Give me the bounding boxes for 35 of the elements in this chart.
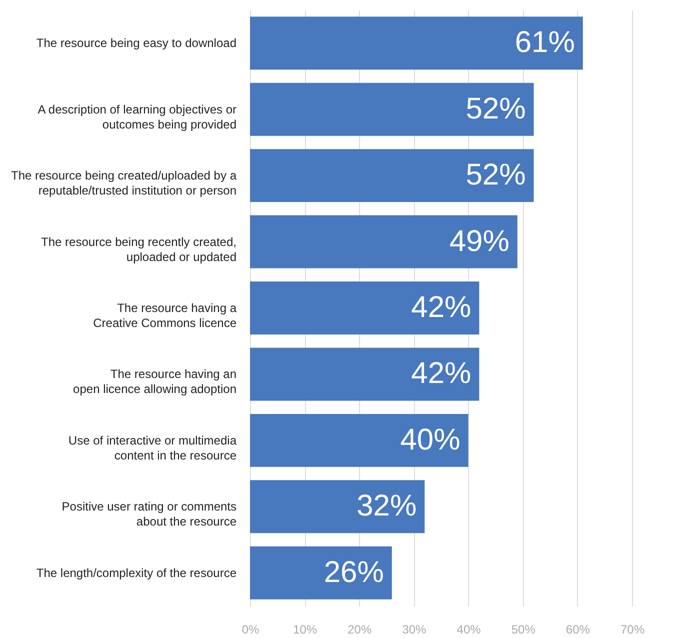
y-tick-label: The length/complexity of the resource	[36, 566, 237, 580]
data-label: 32%	[356, 490, 417, 523]
x-tick-label: 10%	[293, 622, 318, 636]
y-tick-label: The resource having an open licence allowing adoption	[73, 367, 236, 396]
bar	[250, 215, 518, 268]
data-label: 61%	[514, 26, 575, 60]
data-label: 52%	[466, 158, 526, 192]
data-label: 26%	[324, 556, 384, 589]
x-tick-label: 70%	[620, 622, 645, 636]
x-tick-label: 30%	[402, 622, 427, 636]
y-tick-label: Positive user rating or comments about the resource	[62, 500, 237, 529]
y-tick-label: The resource having a Creative Commons licence	[93, 301, 237, 330]
y-tick-label: The resource being created/uploaded by a reputable/trusted institution or person	[11, 168, 237, 198]
y-tick-label: The resource being recently created, uploaded or updated	[41, 234, 236, 264]
data-label: 40%	[400, 423, 460, 456]
data-label: 52%	[466, 92, 526, 126]
bar	[250, 82, 534, 136]
data-label: 42%	[411, 357, 472, 390]
data-label: 49%	[449, 224, 510, 258]
x-tick-label: 60%	[566, 622, 590, 636]
bar	[250, 480, 425, 534]
bar	[250, 414, 468, 467]
bar	[250, 546, 392, 600]
bar	[250, 16, 583, 70]
data-label: 42%	[411, 291, 472, 324]
y-tick-label: The resource being easy to download	[36, 36, 236, 50]
y-tick-label: A description of learning objectives or outcomes being provided	[38, 102, 236, 132]
y-tick-label: Use of interactive or multimedia content in the resource	[68, 433, 237, 462]
x-tick-label: 40%	[456, 622, 482, 636]
x-tick-label: 0%	[242, 622, 260, 636]
bar	[250, 282, 480, 334]
bar	[250, 348, 480, 401]
x-tick-label: 50%	[511, 622, 536, 636]
bar	[250, 149, 534, 202]
x-tick-label: 20%	[348, 622, 372, 636]
